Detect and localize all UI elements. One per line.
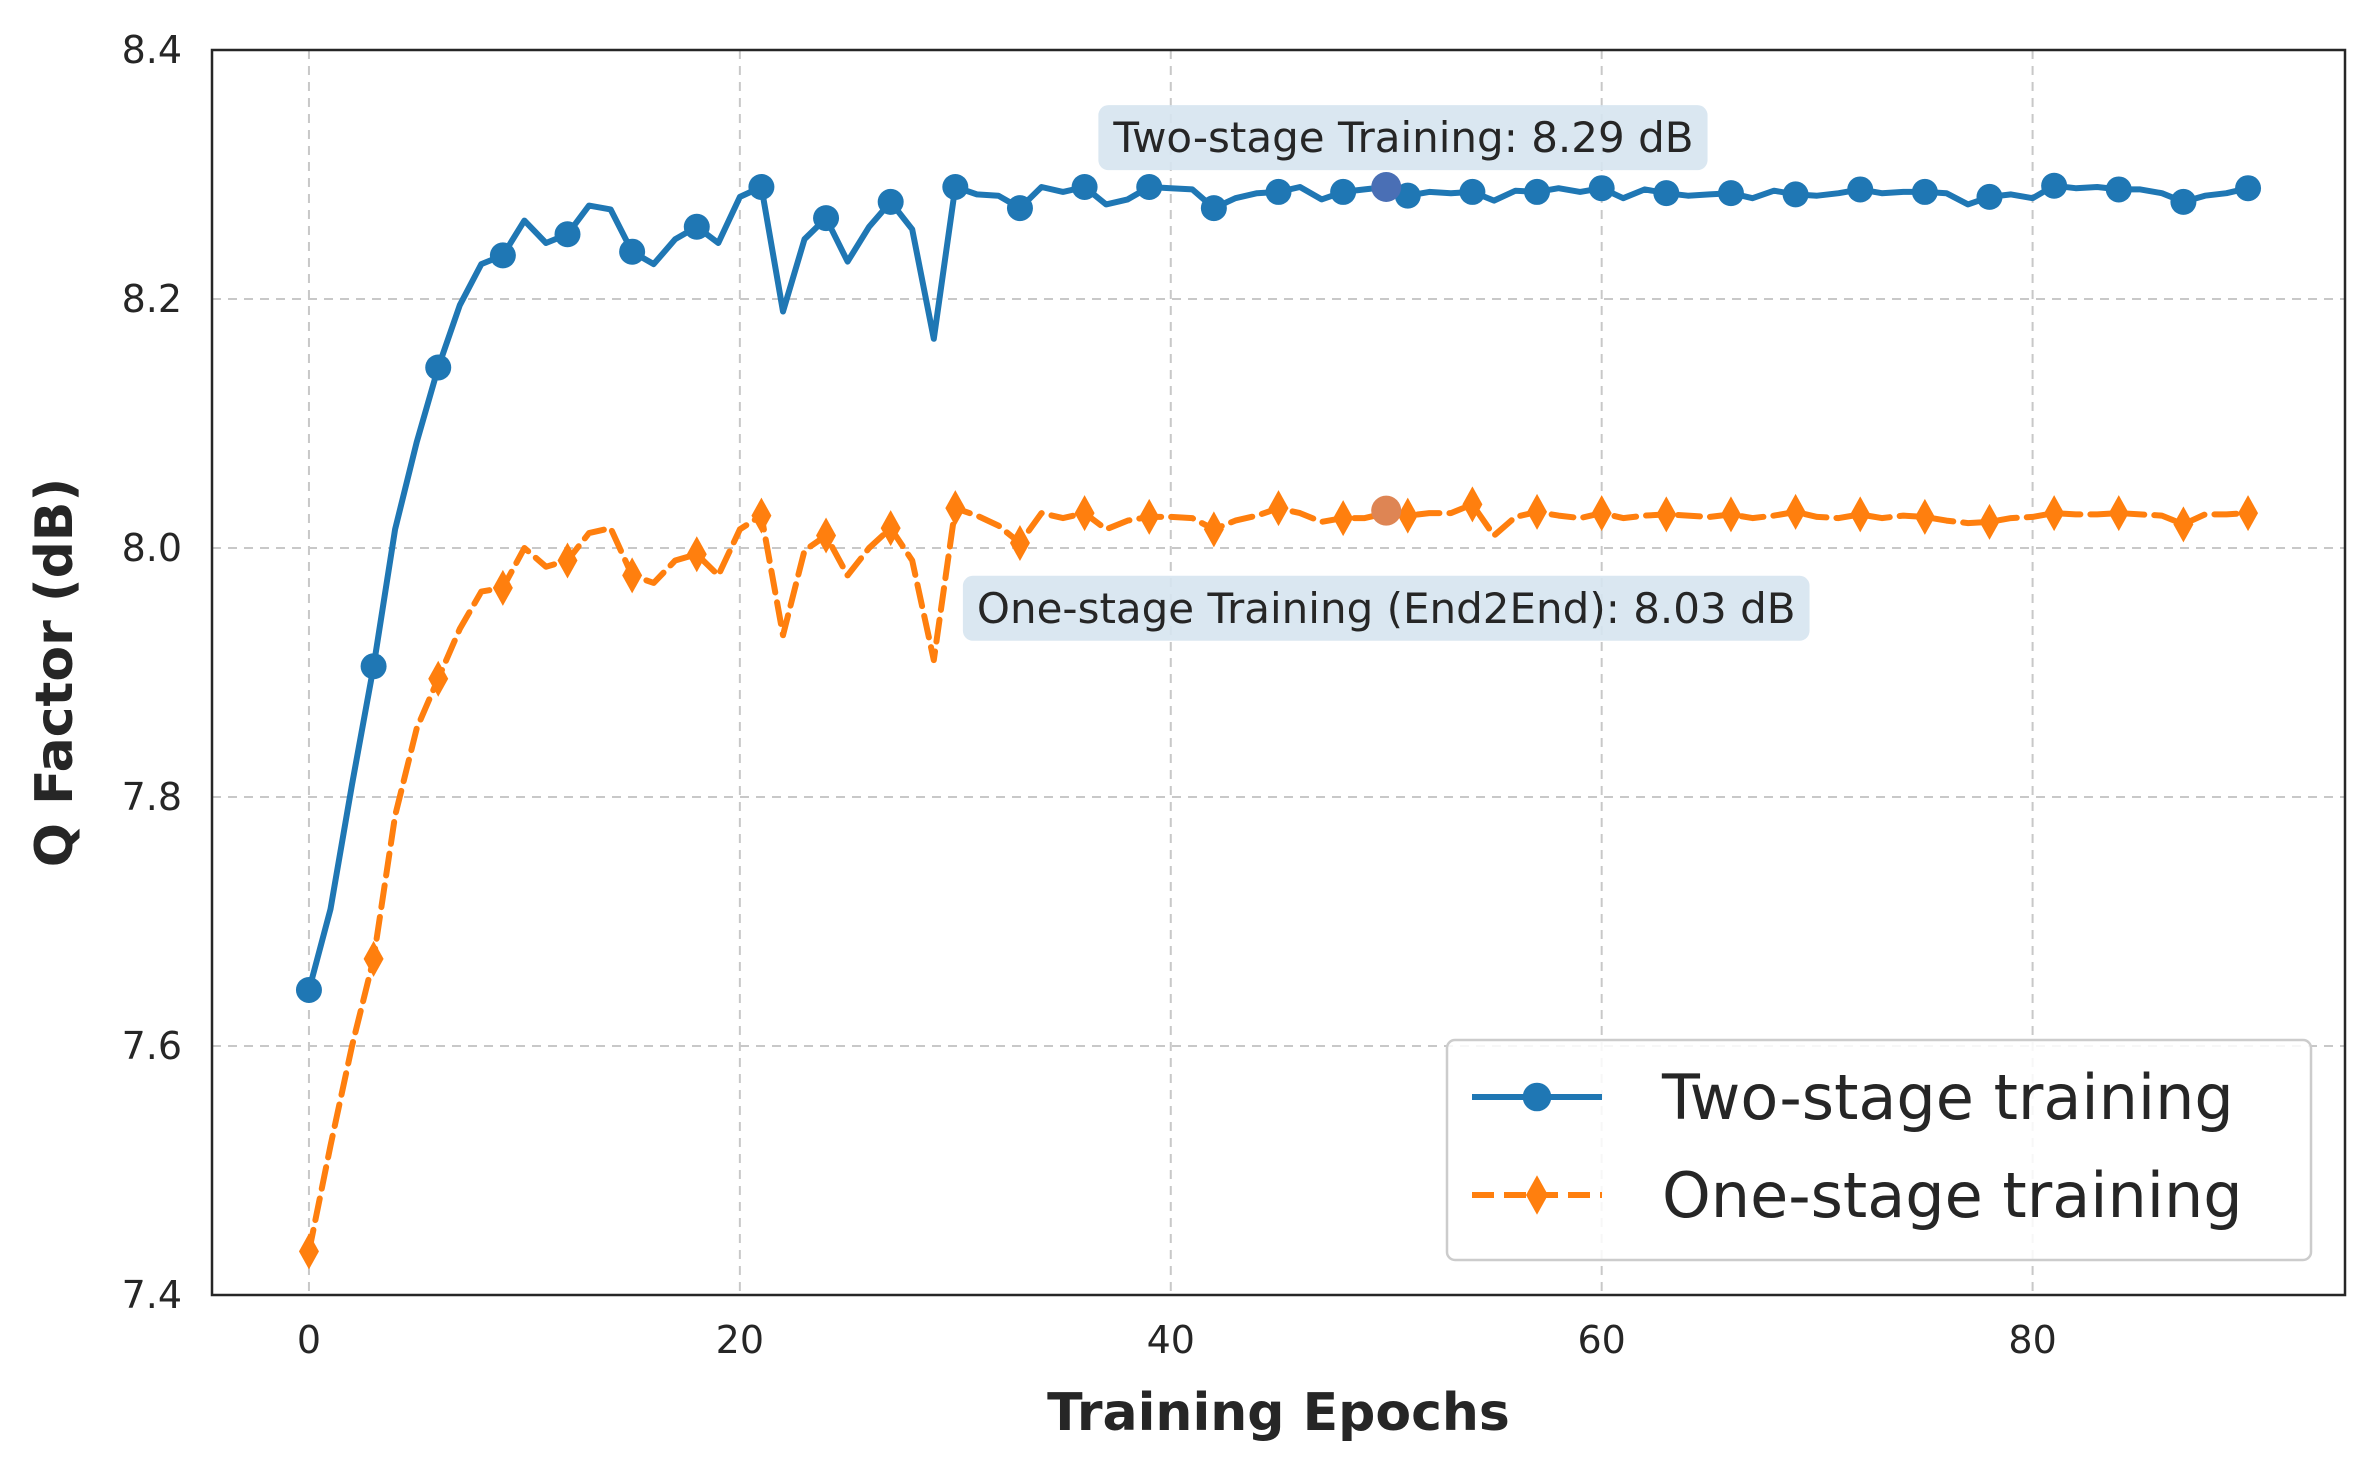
x-tick-label: 40 [1147,1318,1195,1362]
annotation-box [962,575,1810,641]
y-tick-label: 8.2 [122,277,182,321]
data-point [492,569,513,606]
data-point [1268,490,1289,527]
x-tick-label: 20 [716,1318,764,1362]
data-point [1524,178,1551,205]
data-point [2235,175,2262,202]
data-point [1591,495,1612,532]
highlight-point [1371,171,1402,202]
data-point [1720,496,1741,533]
y-tick-label: 8.0 [122,526,182,570]
data-point [748,173,775,200]
data-point [1653,180,1680,207]
data-point [2044,495,2065,532]
data-point [1009,525,1030,562]
data-point [622,557,643,594]
data-point [2173,506,2194,543]
legend-entry-2: One-stage training [1472,1159,2243,1232]
data-point [557,542,578,579]
x-axis-label: Training Epochs [1047,1383,1510,1443]
data-point [1656,496,1677,533]
legend-label: One-stage training [1662,1159,2243,1232]
annotation-box [1098,105,1708,171]
data-point [686,536,707,573]
data-point [945,490,966,527]
data-point [1394,182,1421,209]
data-point [1265,178,1292,205]
data-point [1136,173,1163,200]
x-tick-label: 80 [2008,1318,2056,1362]
highlight-layer [1371,171,1402,526]
data-point [1526,1175,1548,1215]
x-tick-label: 60 [1578,1318,1626,1362]
data-point [942,173,969,200]
data-point [489,242,516,269]
data-point [880,510,901,547]
data-point [428,660,449,697]
data-point [1588,175,1615,202]
highlight-point [1371,495,1402,526]
data-point [1071,173,1098,200]
legend-box [1445,1038,2313,1262]
x-tick-label: 0 [297,1318,321,1362]
annotation-text: One-stage Training (End2End): 8.03 dB [977,584,1796,633]
axis-ticks: 0 20 40 60 80 7.4 7.6 7.8 8.0 8.2 8.4 [122,28,2057,1362]
data-point [1976,183,2003,210]
series-1 [295,172,2262,1003]
data-point [1911,178,1938,205]
data-point [1850,496,1871,533]
data-point [1785,493,1806,530]
annotation-1: Two-stage Training: 8.29 dB [1098,105,1708,171]
data-point [363,940,384,977]
data-point [1459,178,1486,205]
data-point [1203,511,1224,548]
data-point [877,188,904,215]
data-point [751,497,772,534]
data-point [1527,493,1548,530]
legend-label: Two-stage training [1661,1061,2234,1134]
series-layer [295,172,2262,1270]
data-point [425,354,452,381]
y-tick-label: 7.8 [122,775,182,819]
legend: Two-stage training One-stage training [1445,1038,2313,1262]
data-point [2170,188,2197,215]
y-tick-label: 7.6 [122,1024,182,1068]
data-point [295,976,322,1003]
data-point [813,205,840,232]
data-point [1717,180,1744,207]
data-point [2105,176,2132,203]
data-point [1330,178,1357,205]
data-point [1979,503,2000,540]
data-point [554,221,581,248]
y-tick-label: 7.4 [122,1273,182,1317]
data-point [1200,195,1227,222]
data-point [2108,495,2129,532]
data-point [1462,486,1483,523]
data-point [1139,498,1160,535]
data-point [619,238,646,265]
annotation-layer: Two-stage Training: 8.29 dB One-stage Tra… [962,105,1810,641]
data-point [1074,495,1095,532]
data-point [2041,172,2068,199]
data-point [683,213,710,240]
data-point [1847,176,1874,203]
y-axis-label: Q Factor (dB) [25,478,85,867]
series-2 [298,486,2259,1270]
data-point [1397,497,1418,534]
data-point [2238,495,2259,532]
plot-frame [210,48,2347,1297]
data-point [1333,500,1354,537]
annotation-2: One-stage Training (End2End): 8.03 dB [962,575,1810,641]
y-tick-label: 8.4 [122,28,182,72]
data-point [1522,1082,1552,1112]
data-point [360,653,387,680]
data-point [1006,195,1033,222]
data-point [1914,498,1935,535]
data-point [1782,181,1809,208]
legend-entry-1: Two-stage training [1472,1061,2234,1134]
data-point [816,517,837,554]
data-point [298,1233,319,1270]
annotation-text: Two-stage Training: 8.29 dB [1112,113,1693,162]
